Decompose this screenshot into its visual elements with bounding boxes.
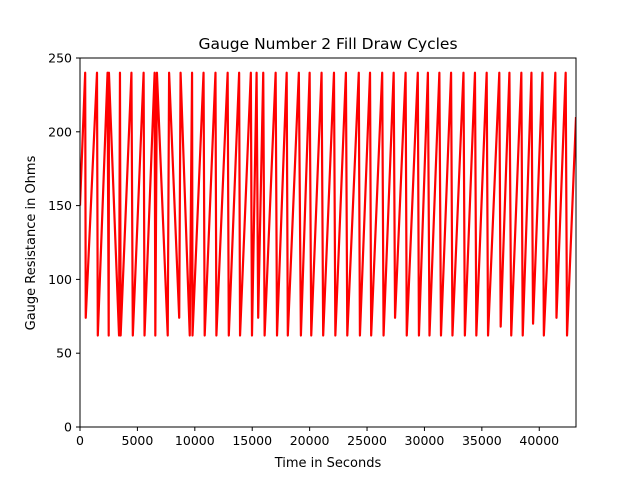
x-tick-label: 5000: [122, 433, 154, 448]
axes-frame: [79, 57, 577, 428]
x-tick-label: 0: [76, 433, 84, 448]
axes-border: [79, 57, 577, 428]
x-axis-label: Time in Seconds: [274, 456, 382, 471]
x-tick-label: 35000: [462, 433, 502, 448]
x-tick-label: 15000: [232, 433, 272, 448]
x-tick-label: 25000: [347, 433, 387, 448]
y-tick-label: 200: [48, 124, 72, 139]
x-tick-label: 30000: [405, 433, 445, 448]
chart-title: Gauge Number 2 Fill Draw Cycles: [198, 35, 457, 53]
y-tick-label: 150: [48, 198, 72, 213]
x-tick-label: 10000: [175, 433, 215, 448]
y-tick-label: 100: [48, 272, 72, 287]
y-tick-label: 0: [64, 420, 72, 435]
y-axis-label: Gauge Resistance in Ohms: [24, 155, 39, 330]
y-tick-label: 50: [56, 346, 72, 361]
x-tick-label: 20000: [290, 433, 330, 448]
y-axis-ticks: 0 50 100 150 200 250: [48, 51, 80, 435]
plot-area: [80, 71, 576, 337]
x-axis-ticks: 0 5000 10000 15000 20000 25000 30000 35000 40000: [76, 427, 559, 448]
y-tick-label: 250: [48, 51, 72, 66]
x-tick-label: 40000: [519, 433, 559, 448]
series-line-0: [80, 71, 576, 337]
